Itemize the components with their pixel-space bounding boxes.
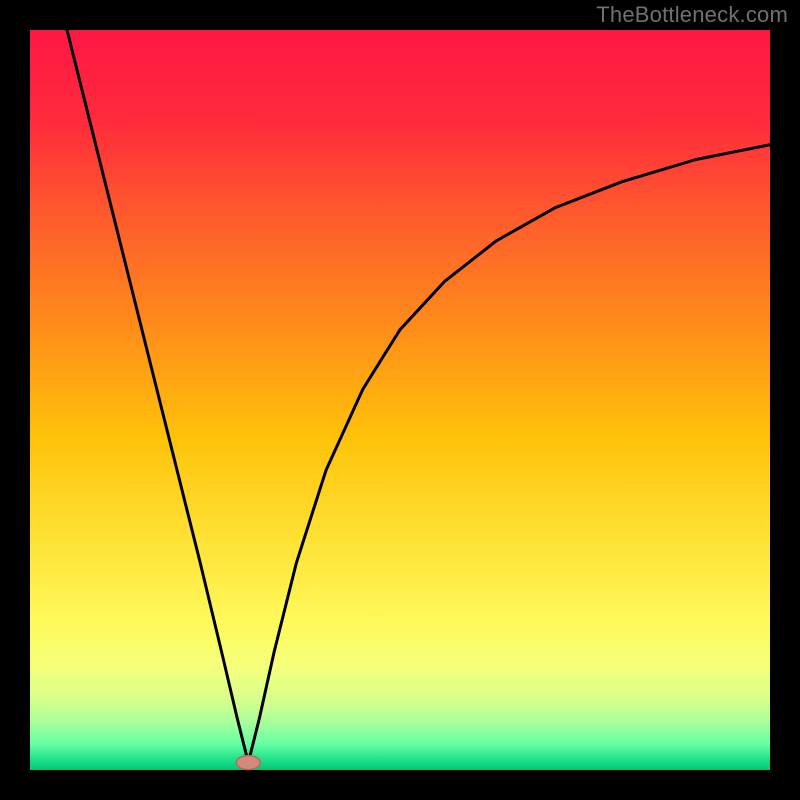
chart-container: { "watermark": { "text": "TheBottleneck.… [0,0,800,800]
plot-background [30,30,770,770]
watermark-text: TheBottleneck.com [596,2,788,28]
optimum-marker [236,756,260,770]
bottleneck-chart [0,0,800,800]
